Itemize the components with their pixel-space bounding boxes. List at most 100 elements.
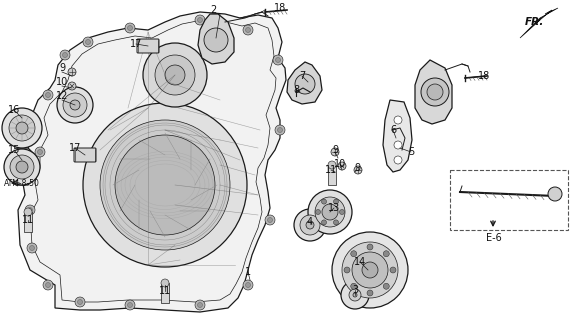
Circle shape	[394, 141, 402, 149]
Circle shape	[83, 103, 247, 267]
Text: 8: 8	[293, 85, 299, 95]
Circle shape	[295, 74, 315, 94]
Circle shape	[68, 68, 76, 76]
Polygon shape	[15, 148, 35, 185]
Circle shape	[83, 37, 93, 47]
Text: ATM-8-50: ATM-8-50	[4, 179, 40, 188]
Circle shape	[70, 100, 80, 110]
Circle shape	[246, 28, 250, 33]
Text: 12: 12	[56, 91, 68, 101]
Circle shape	[63, 52, 68, 58]
Text: 4: 4	[307, 217, 313, 227]
Circle shape	[155, 55, 195, 95]
Circle shape	[300, 215, 320, 235]
FancyBboxPatch shape	[137, 39, 159, 53]
Circle shape	[394, 116, 402, 124]
Circle shape	[10, 155, 34, 179]
Circle shape	[195, 300, 205, 310]
Circle shape	[354, 166, 362, 174]
Text: 11: 11	[325, 165, 337, 175]
Circle shape	[306, 221, 314, 229]
Circle shape	[37, 149, 42, 155]
Circle shape	[338, 162, 346, 170]
Circle shape	[344, 267, 350, 273]
Circle shape	[204, 28, 228, 52]
Circle shape	[341, 281, 369, 309]
Circle shape	[275, 125, 285, 135]
Text: 5: 5	[408, 147, 414, 157]
Text: 13: 13	[328, 203, 340, 213]
Circle shape	[43, 280, 53, 290]
Text: 11: 11	[22, 215, 34, 225]
Circle shape	[362, 262, 378, 278]
Circle shape	[28, 207, 33, 212]
Circle shape	[86, 39, 91, 44]
Circle shape	[2, 108, 42, 148]
Circle shape	[353, 293, 357, 297]
Circle shape	[351, 283, 356, 289]
Circle shape	[4, 149, 40, 185]
Circle shape	[9, 115, 35, 141]
Text: 10: 10	[56, 77, 68, 87]
Circle shape	[328, 161, 336, 169]
Circle shape	[322, 204, 338, 220]
Bar	[450, 170, 568, 230]
Text: 2: 2	[210, 5, 216, 15]
Circle shape	[383, 283, 389, 289]
Polygon shape	[18, 12, 286, 312]
Circle shape	[332, 232, 408, 308]
Circle shape	[125, 23, 135, 33]
Text: 18: 18	[478, 71, 490, 81]
Circle shape	[60, 50, 70, 60]
Circle shape	[43, 90, 53, 100]
Circle shape	[273, 55, 283, 65]
Text: 16: 16	[8, 105, 20, 115]
Circle shape	[352, 252, 388, 288]
Circle shape	[197, 302, 203, 308]
Circle shape	[125, 300, 135, 310]
Text: 17: 17	[130, 39, 142, 49]
Text: 11: 11	[159, 286, 171, 296]
Circle shape	[276, 58, 281, 62]
Text: 9: 9	[59, 63, 65, 73]
Circle shape	[29, 245, 34, 251]
Circle shape	[331, 148, 339, 156]
Polygon shape	[520, 8, 558, 38]
Circle shape	[294, 209, 326, 241]
Bar	[24, 212, 32, 232]
Text: 17: 17	[69, 143, 81, 153]
Polygon shape	[287, 62, 322, 104]
Circle shape	[165, 65, 185, 85]
Circle shape	[367, 244, 373, 250]
Circle shape	[277, 127, 282, 132]
Circle shape	[63, 93, 87, 117]
Circle shape	[161, 279, 169, 287]
Circle shape	[25, 205, 35, 215]
Text: 14: 14	[354, 257, 366, 267]
Circle shape	[390, 267, 396, 273]
Text: 18: 18	[274, 3, 286, 13]
Circle shape	[265, 215, 275, 225]
Circle shape	[45, 92, 51, 98]
Circle shape	[321, 220, 327, 225]
Circle shape	[321, 199, 327, 204]
Circle shape	[333, 220, 339, 225]
Text: 10: 10	[334, 159, 346, 169]
Circle shape	[24, 208, 32, 216]
Circle shape	[315, 197, 345, 227]
Circle shape	[383, 251, 389, 257]
Circle shape	[339, 210, 344, 214]
Circle shape	[127, 302, 133, 308]
Polygon shape	[415, 60, 452, 124]
Text: E-6: E-6	[486, 233, 502, 243]
Circle shape	[195, 15, 205, 25]
Circle shape	[316, 210, 320, 214]
Circle shape	[421, 78, 449, 106]
Circle shape	[16, 122, 28, 134]
Circle shape	[77, 300, 83, 305]
Text: FR.: FR.	[524, 17, 544, 27]
Text: 9: 9	[332, 145, 338, 155]
Text: 7: 7	[299, 71, 305, 81]
Circle shape	[75, 297, 85, 307]
Circle shape	[27, 243, 37, 253]
